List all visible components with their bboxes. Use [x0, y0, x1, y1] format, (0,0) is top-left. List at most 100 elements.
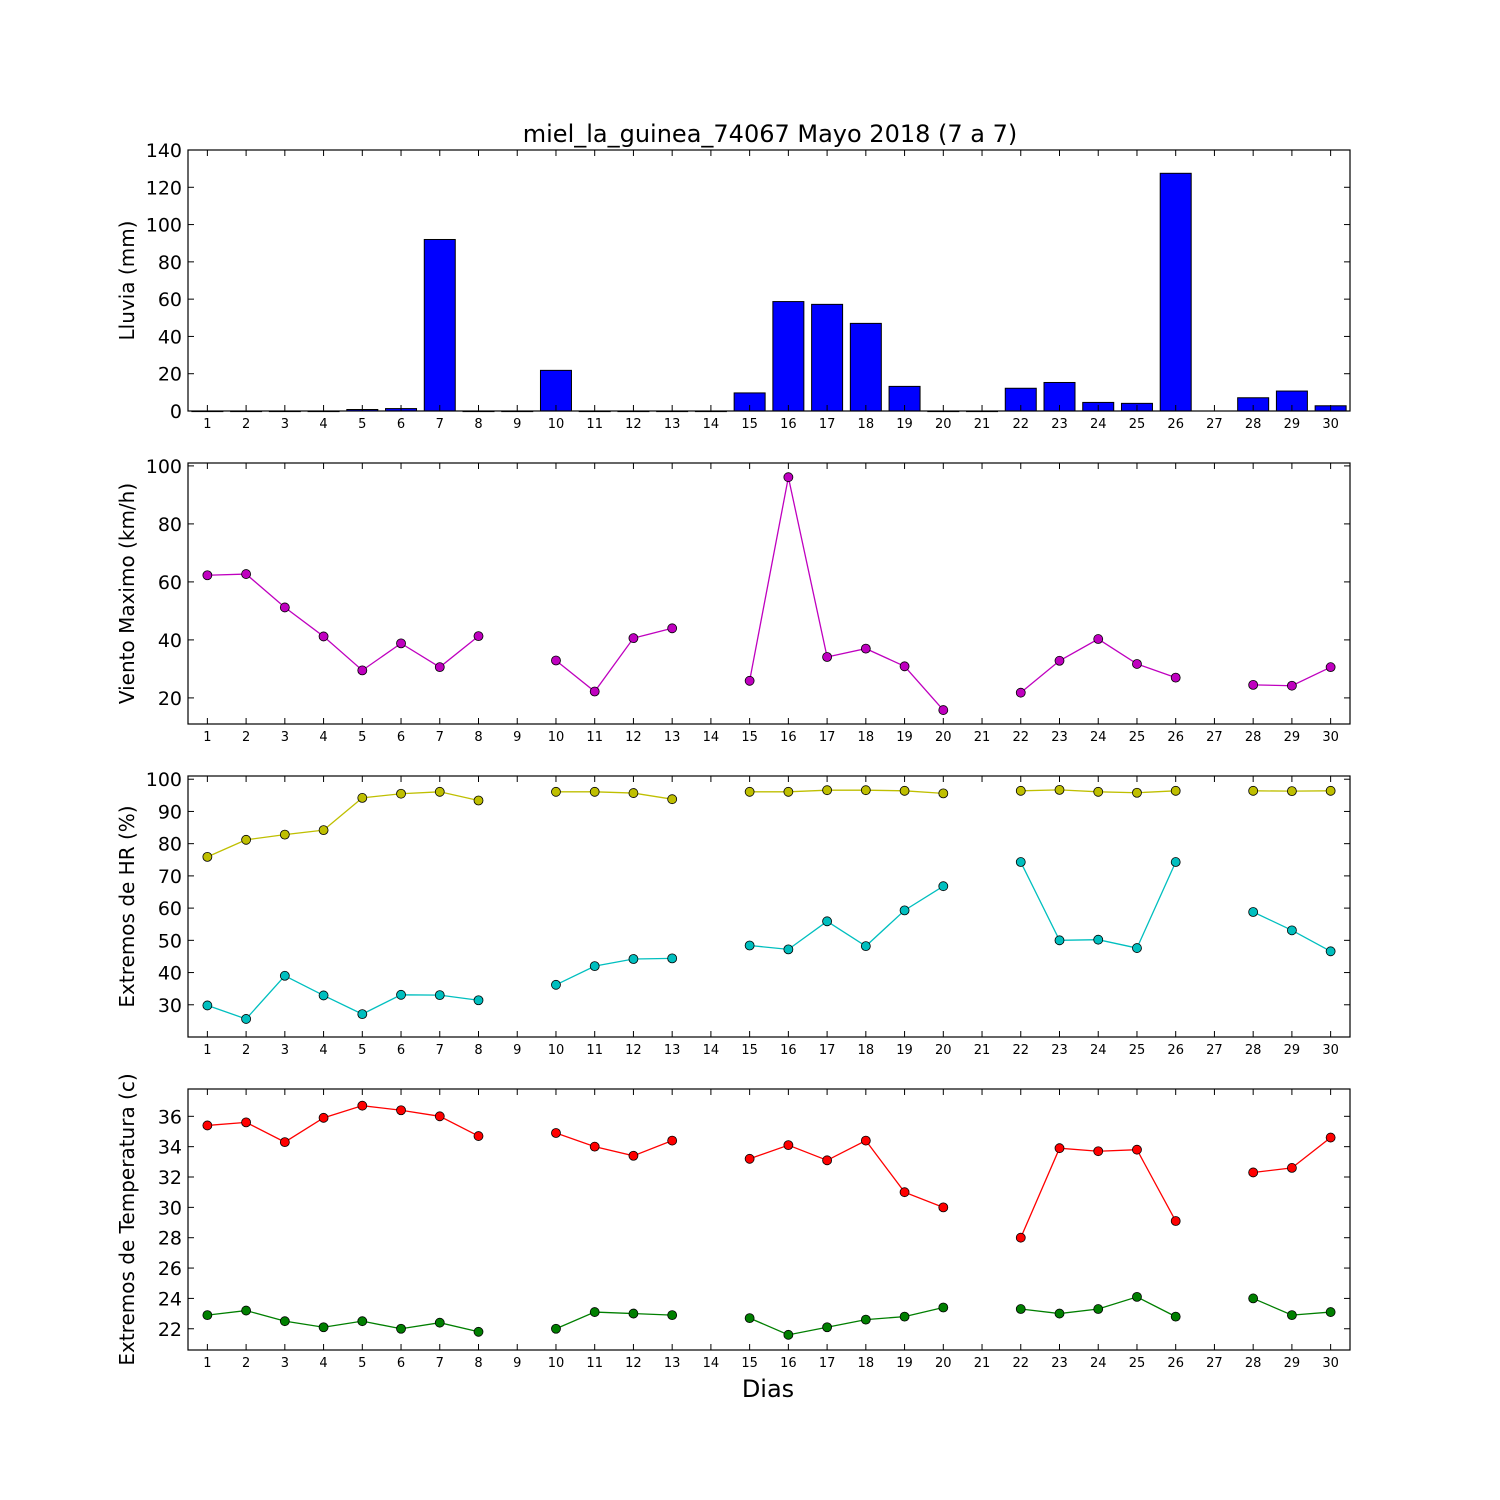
- point-temperatura-series-0-day-15: [744, 1153, 755, 1164]
- xtick-label-temperatura-29: 29: [1284, 1356, 1301, 1371]
- point-humedad-series-1-day-8: [473, 995, 484, 1006]
- point-humedad-series-0-day-25: [1132, 787, 1142, 798]
- point-viento-series-0-day-10: [551, 655, 561, 666]
- xtick-label-viento-21: 21: [974, 730, 991, 745]
- xtick-label-temperatura-16: 16: [780, 1356, 797, 1371]
- xtick-label-humedad-14: 14: [703, 1043, 720, 1058]
- xtick-label-temperatura-12: 12: [625, 1356, 642, 1371]
- ytick-label-viento-40: 40: [158, 630, 182, 652]
- point-humedad-series-1-day-19: [899, 905, 910, 916]
- xtick-label-temperatura-24: 24: [1090, 1356, 1107, 1371]
- line-humedad-series-0: [749, 789, 944, 795]
- point-temperatura-series-1-day-8: [473, 1326, 484, 1337]
- xtick-label-temperatura-17: 17: [819, 1356, 836, 1371]
- point-viento-series-0-day-15: [744, 675, 755, 686]
- point-viento-series-0-day-8: [473, 631, 484, 642]
- ytick-label-lluvia-100: 100: [146, 215, 182, 237]
- point-temperatura-series-0-day-7: [434, 1111, 445, 1122]
- point-humedad-series-0-day-22: [1015, 785, 1026, 796]
- xtick-label-viento-25: 25: [1129, 730, 1146, 745]
- axes-frame-humedad: [187, 775, 1351, 1038]
- point-temperatura-series-0-day-29: [1287, 1163, 1297, 1173]
- xtick-label-temperatura-21: 21: [974, 1356, 991, 1371]
- point-temperatura-series-0-day-18: [860, 1135, 871, 1146]
- ytick-label-temperatura-28: 28: [158, 1228, 182, 1250]
- point-temperatura-series-0-day-5: [357, 1100, 368, 1111]
- xtick-label-humedad-18: 18: [858, 1043, 875, 1058]
- xtick-label-viento-15: 15: [741, 730, 758, 745]
- xtick-label-lluvia-7: 7: [436, 417, 444, 432]
- point-temperatura-series-0-day-12: [628, 1150, 639, 1161]
- xtick-label-humedad-26: 26: [1167, 1043, 1184, 1058]
- ytick-label-lluvia-0: 0: [170, 401, 182, 423]
- point-temperatura-series-0-day-23: [1054, 1143, 1065, 1154]
- ytick-label-temperatura-34: 34: [158, 1137, 182, 1159]
- xtick-label-viento-10: 10: [548, 730, 565, 745]
- line-temperatura-series-1: [207, 1309, 479, 1333]
- xtick-label-humedad-5: 5: [358, 1043, 366, 1058]
- ytick-label-temperatura-26: 26: [158, 1258, 182, 1280]
- point-humedad-series-1-day-24: [1093, 934, 1104, 945]
- xtick-label-humedad-23: 23: [1051, 1043, 1068, 1058]
- point-humedad-series-0-day-19: [899, 785, 910, 796]
- xtick-label-lluvia-4: 4: [319, 417, 327, 432]
- xtick-label-temperatura-28: 28: [1245, 1356, 1262, 1371]
- xtick-label-temperatura-7: 7: [436, 1356, 444, 1371]
- point-humedad-series-1-day-6: [396, 989, 406, 1000]
- point-temperatura-series-1-day-3: [279, 1316, 290, 1327]
- point-humedad-series-0-day-24: [1093, 786, 1104, 797]
- point-temperatura-series-1-day-25: [1132, 1291, 1142, 1302]
- bar-lluvia-day-7: [423, 238, 456, 412]
- point-humedad-series-0-day-10: [551, 786, 561, 797]
- line-temperatura-series-0: [1020, 1147, 1177, 1238]
- point-humedad-series-0-day-18: [860, 785, 871, 796]
- xtick-label-humedad-12: 12: [625, 1043, 642, 1058]
- line-humedad-series-1: [749, 885, 944, 951]
- xtick-label-lluvia-13: 13: [664, 417, 681, 432]
- ytick-label-humedad-80: 80: [158, 834, 182, 856]
- point-viento-series-0-day-25: [1132, 659, 1142, 669]
- point-viento-series-0-day-2: [241, 569, 252, 579]
- point-viento-series-0-day-23: [1054, 655, 1065, 666]
- xtick-label-humedad-29: 29: [1284, 1043, 1301, 1058]
- point-temperatura-series-0-day-17: [822, 1155, 832, 1166]
- ytick-label-lluvia-60: 60: [158, 289, 182, 311]
- xtick-label-lluvia-26: 26: [1167, 417, 1184, 432]
- point-temperatura-series-0-day-19: [899, 1187, 910, 1198]
- point-humedad-series-0-day-12: [628, 788, 639, 798]
- xtick-label-viento-29: 29: [1284, 730, 1301, 745]
- bar-lluvia-day-17: [811, 303, 844, 412]
- xtick-label-lluvia-10: 10: [548, 417, 565, 432]
- xtick-label-lluvia-25: 25: [1129, 417, 1146, 432]
- xtick-label-viento-17: 17: [819, 730, 836, 745]
- point-temperatura-series-1-day-11: [589, 1307, 600, 1317]
- xtick-label-viento-6: 6: [397, 730, 405, 745]
- xtick-label-viento-26: 26: [1167, 730, 1184, 745]
- point-viento-series-0-day-11: [589, 686, 600, 697]
- point-humedad-series-1-day-20: [938, 881, 949, 892]
- xtick-label-viento-8: 8: [474, 730, 482, 745]
- ylabel-lluvia: Lluvia (mm): [115, 221, 139, 341]
- point-temperatura-series-0-day-26: [1170, 1216, 1181, 1226]
- ytick-label-temperatura-36: 36: [158, 1106, 182, 1128]
- xtick-label-temperatura-8: 8: [474, 1356, 482, 1371]
- line-viento-series-0: [1020, 638, 1176, 694]
- point-humedad-series-0-day-15: [744, 786, 755, 797]
- point-viento-series-0-day-7: [434, 662, 445, 673]
- ytick-label-humedad-30: 30: [158, 995, 182, 1017]
- point-viento-series-0-day-13: [667, 623, 678, 634]
- xtick-label-humedad-15: 15: [741, 1043, 758, 1058]
- bar-lluvia-day-10: [539, 369, 572, 412]
- ytick-label-lluvia-80: 80: [158, 252, 182, 274]
- line-temperatura-series-1: [555, 1311, 673, 1330]
- point-temperatura-series-1-day-17: [822, 1322, 832, 1333]
- ytick-label-temperatura-30: 30: [158, 1197, 182, 1219]
- xtick-label-temperatura-18: 18: [858, 1356, 875, 1371]
- ylabel-viento: Viento Maximo (km/h): [115, 483, 139, 704]
- point-temperatura-series-1-day-2: [241, 1305, 252, 1316]
- axes-frame-temperatura: [187, 1088, 1351, 1351]
- ytick-label-viento-80: 80: [158, 514, 182, 536]
- point-humedad-series-0-day-20: [938, 788, 949, 799]
- point-temperatura-series-1-day-15: [744, 1313, 755, 1324]
